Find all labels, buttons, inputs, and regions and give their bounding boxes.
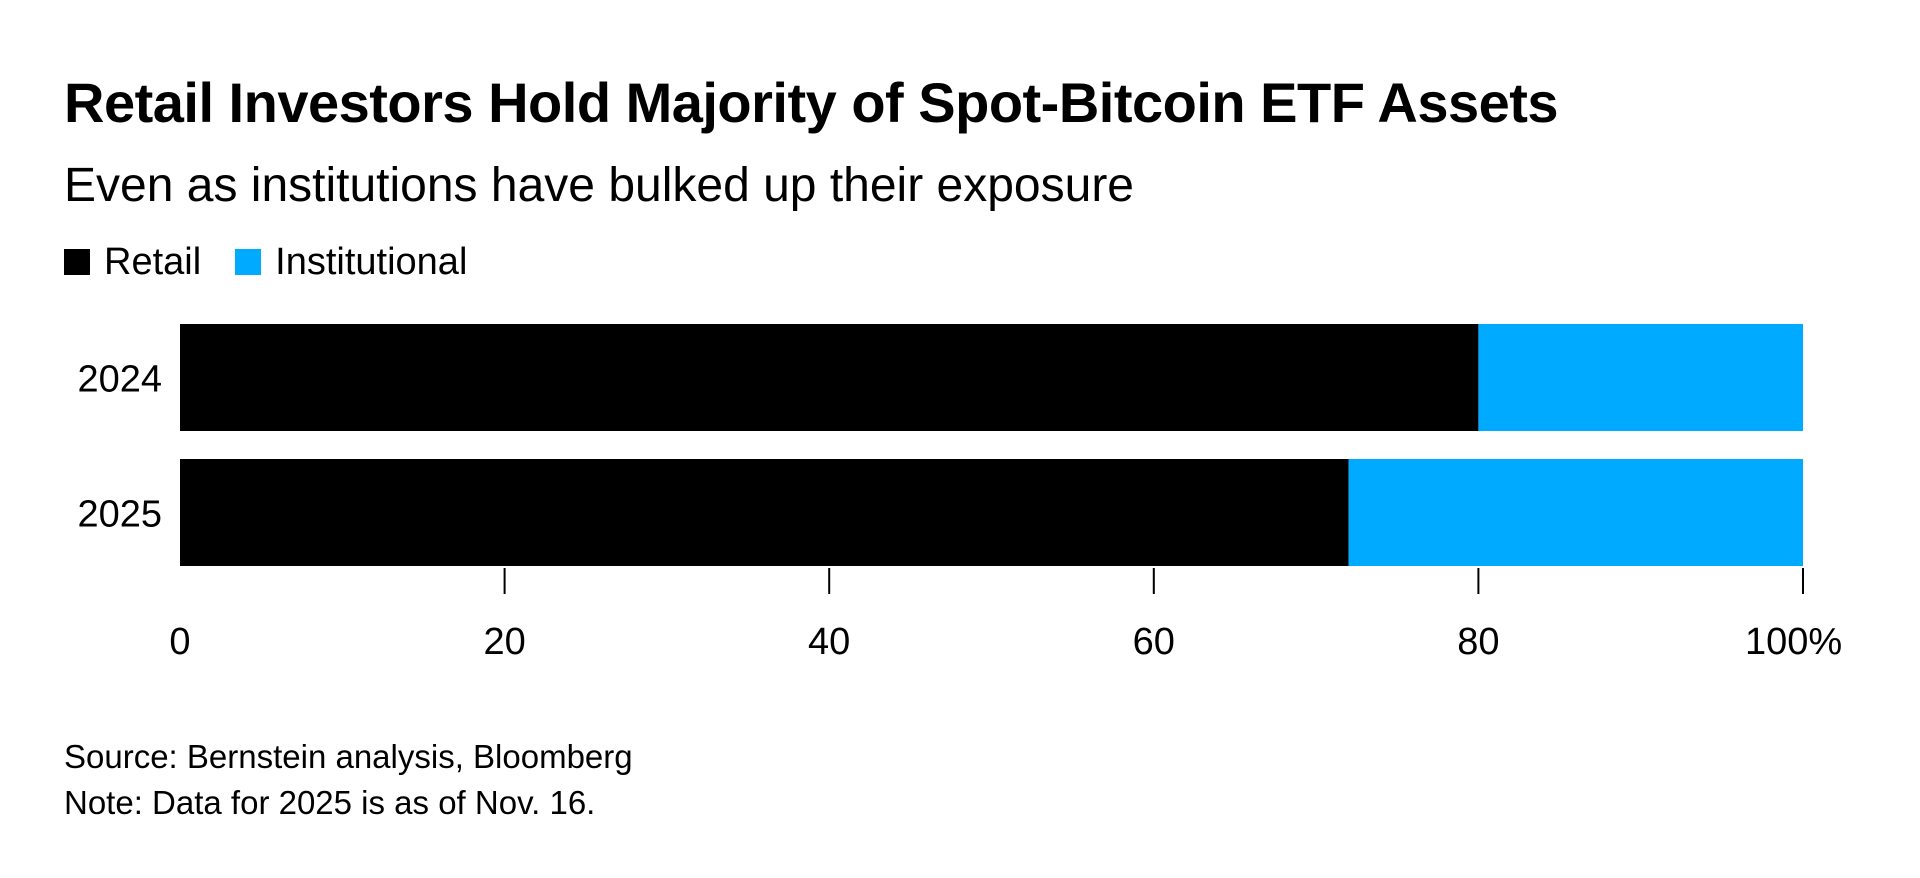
legend-label-retail: Retail xyxy=(104,240,202,283)
category-label-2024: 2024 xyxy=(77,359,162,401)
x-tick-label-40: 40 xyxy=(808,621,850,663)
x-tick-label-100: 100% xyxy=(1745,621,1842,663)
bar-retail-2024 xyxy=(180,324,1479,431)
x-tick-label-0: 0 xyxy=(169,621,190,663)
chart-subtitle: Even as institutions have bulked up thei… xyxy=(64,159,1134,212)
x-tick-label-20: 20 xyxy=(483,621,525,663)
chart-title: Retail Investors Hold Majority of Spot-B… xyxy=(64,71,1559,134)
bar-institutional-2024 xyxy=(1478,324,1803,431)
category-label-2025: 2025 xyxy=(77,494,162,536)
source-note: Source: Bernstein analysis, Bloomberg xyxy=(64,738,633,775)
bar-chart: 2024 2025 0 20 40 60 80 100% xyxy=(77,324,1842,663)
legend-swatch-retail xyxy=(64,249,90,275)
legend-label-institutional: Institutional xyxy=(275,240,468,283)
legend-swatch-institutional xyxy=(235,249,262,275)
data-note: Note: Data for 2025 is as of Nov. 16. xyxy=(64,784,596,821)
bar-retail-2025 xyxy=(180,459,1349,566)
x-tick-label-60: 60 xyxy=(1133,621,1175,663)
legend-item-institutional: Institutional xyxy=(235,241,467,284)
legend-item-retail: Retail xyxy=(64,241,201,284)
legend: Retail Institutional xyxy=(64,240,501,284)
x-tick-label-80: 80 xyxy=(1457,621,1499,663)
bar-institutional-2025 xyxy=(1348,459,1803,566)
